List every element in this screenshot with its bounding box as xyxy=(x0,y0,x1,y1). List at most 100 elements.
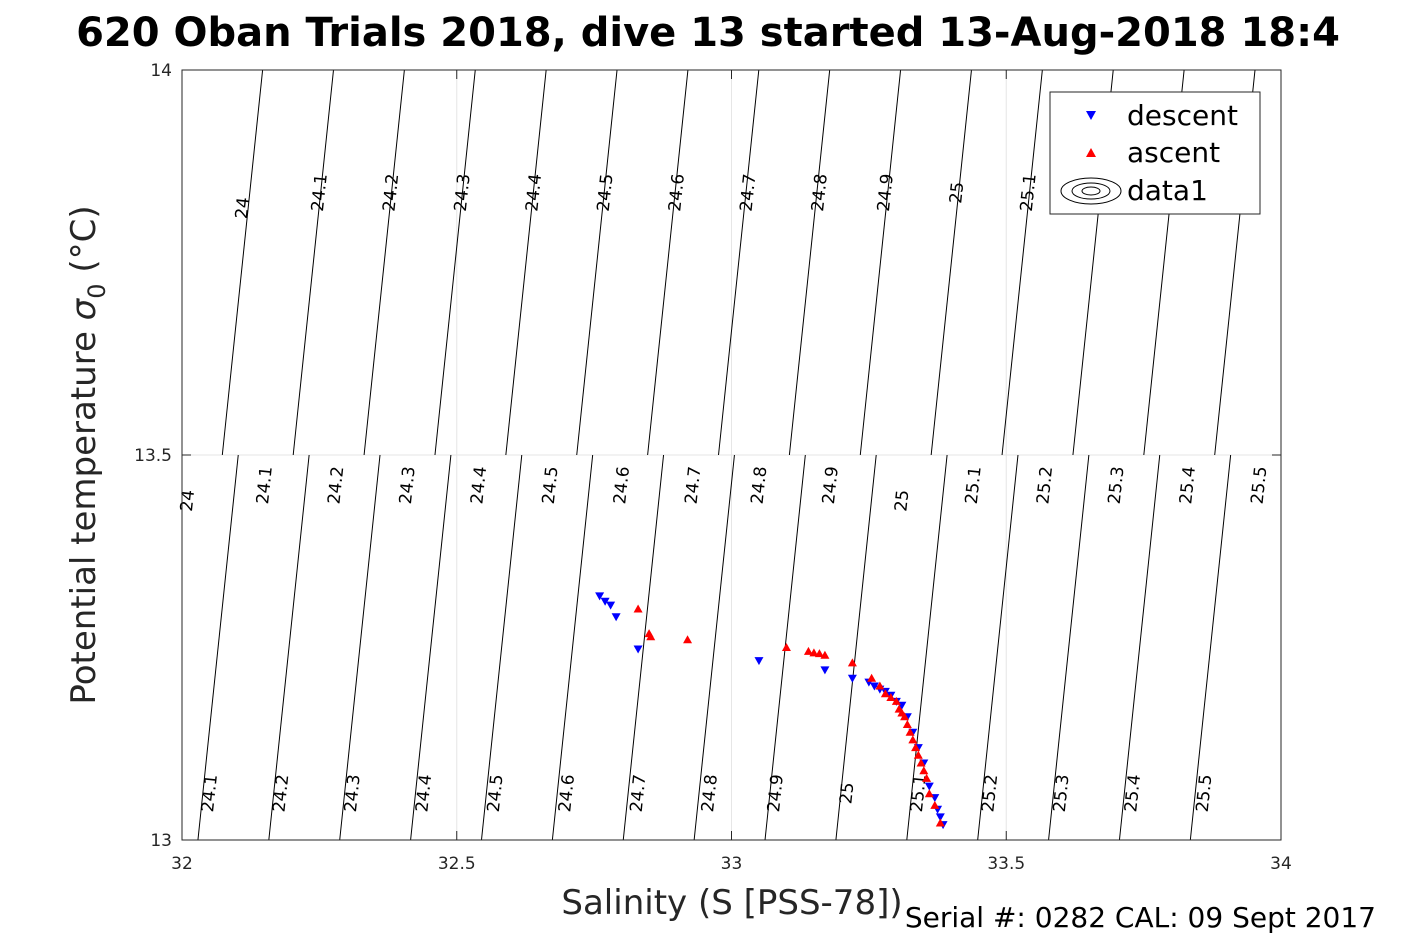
ascent-point xyxy=(905,727,915,736)
isopycnal-line xyxy=(221,70,264,456)
isopycnal-line xyxy=(906,454,948,840)
contour-label: 24.7 xyxy=(627,773,651,813)
descent-point xyxy=(754,657,764,666)
isopycnal-line xyxy=(339,454,381,840)
ascent-point xyxy=(924,789,934,798)
isopycnal-line xyxy=(268,454,310,840)
legend-ascent-label: ascent xyxy=(1127,136,1220,169)
contour-label: 24.6 xyxy=(555,773,579,813)
x-tick-label: 32 xyxy=(171,854,193,874)
contour-label: 24.7 xyxy=(682,465,706,505)
ascent-point xyxy=(809,648,819,657)
ascent-point xyxy=(646,632,656,641)
y-axis-label-unit: (°C) xyxy=(64,205,104,283)
isopycnal-line xyxy=(835,454,877,840)
contour-label: 24.5 xyxy=(594,173,618,213)
contour-label: 24 xyxy=(177,489,199,513)
contour-label: 24.7 xyxy=(737,173,761,213)
isopycnal-line xyxy=(1048,454,1090,840)
isopycnal-line xyxy=(1118,454,1161,840)
chart-title: 620 Oban Trials 2018, dive 13 started 13… xyxy=(76,10,1340,56)
ascent-point xyxy=(781,643,791,651)
contour-label: 25.4 xyxy=(1121,773,1145,813)
descent-point xyxy=(869,682,879,691)
density-contour-labels: 24 24.1 24.2 24.3 24.4 24.5 24.6 24.7 24.8 24.9 25… xyxy=(177,173,1272,813)
contour-label: 24.3 xyxy=(451,173,475,213)
contour-label: 25 xyxy=(946,181,968,205)
x-axis-label: Salinity (S [PSS-78]) xyxy=(561,883,902,923)
ascent-point xyxy=(847,658,857,667)
descent-point xyxy=(847,674,857,683)
contour-label: 24.1 xyxy=(198,773,222,813)
contour-label: 25 xyxy=(891,489,913,513)
contour-label: 24.4 xyxy=(522,173,546,213)
isopycnal-line xyxy=(693,454,735,840)
contour-label: 24.3 xyxy=(341,773,365,813)
y-tick-label: 13.5 xyxy=(134,446,172,466)
descent-point xyxy=(633,645,643,654)
descent-point xyxy=(595,592,605,601)
contour-label: 25 xyxy=(836,781,858,805)
y-axis-label-sigma: σ xyxy=(64,297,104,320)
isopycnal-line xyxy=(1286,70,1326,455)
contour-label: 24.4 xyxy=(412,773,436,813)
contour-label: 24.4 xyxy=(467,465,491,505)
x-tick-label: 33 xyxy=(721,854,743,874)
contour-label: 24.6 xyxy=(610,465,634,505)
y-axis-ticks: 13 13.5 14 xyxy=(134,61,1281,851)
descent-point xyxy=(924,782,934,791)
ascent-point xyxy=(919,766,929,775)
contour-label: 24.2 xyxy=(379,173,403,213)
contour-label: 24.9 xyxy=(819,465,843,505)
ascent-point xyxy=(875,681,885,690)
x-axis-ticks: 32 32.5 33 33.5 34 xyxy=(171,70,1292,874)
descent-point xyxy=(606,601,616,610)
isopycnal-line xyxy=(576,70,618,456)
contour-label: 24.8 xyxy=(748,465,772,505)
isopycnal-line xyxy=(647,70,689,456)
grid-lines xyxy=(182,70,1281,840)
contour-label: 25.3 xyxy=(1050,773,1074,813)
y-axis-label-sub: 0 xyxy=(83,283,111,298)
ascent-point xyxy=(908,735,918,744)
isopycnal-line xyxy=(410,454,452,840)
isopycnal-line xyxy=(859,70,902,456)
ascent-point xyxy=(683,635,693,644)
legend-descent-label: descent xyxy=(1127,99,1238,132)
contour-label: 25.2 xyxy=(978,773,1002,813)
contour-label: 24.2 xyxy=(324,465,348,505)
data-points xyxy=(595,592,948,830)
legend-descent-marker xyxy=(1086,111,1096,120)
isopycnal-line xyxy=(363,70,405,456)
contour-label: 24.9 xyxy=(764,773,788,813)
ascent-point xyxy=(803,646,813,655)
isopycnal-line xyxy=(788,70,831,456)
ascent-point xyxy=(913,750,923,759)
isopycnal-line xyxy=(718,70,760,456)
ascent-point xyxy=(820,650,830,659)
contour-label: 24.9 xyxy=(874,173,898,213)
isopycnal-line xyxy=(930,70,972,456)
serial-cal-footer: Serial #: 0282 CAL: 09 Sept 2017 xyxy=(905,901,1376,934)
isopycnal-line xyxy=(1189,454,1232,840)
ascent-point xyxy=(880,689,890,698)
legend-contour-marker xyxy=(1060,177,1122,205)
descent-point xyxy=(600,597,610,606)
isopycnal-line xyxy=(551,454,594,840)
y-tick-label: 13 xyxy=(150,831,172,851)
contour-label: 24.8 xyxy=(808,173,832,213)
x-tick-label: 33.5 xyxy=(987,854,1025,874)
x-tick-label: 32.5 xyxy=(438,854,476,874)
isopycnal-line xyxy=(292,70,334,456)
descent-point xyxy=(611,613,621,622)
ascent-point xyxy=(891,696,901,705)
isopycnal-line xyxy=(434,70,476,456)
ascent-point xyxy=(900,712,910,721)
ascent-point xyxy=(867,673,877,682)
ascent-point xyxy=(814,649,824,658)
ascent-point xyxy=(935,818,945,827)
contour-label: 25.1 xyxy=(907,773,931,813)
contour-label: 25.4 xyxy=(1176,465,1200,505)
isopycnal-line xyxy=(480,454,523,840)
ascent-point xyxy=(930,800,940,809)
